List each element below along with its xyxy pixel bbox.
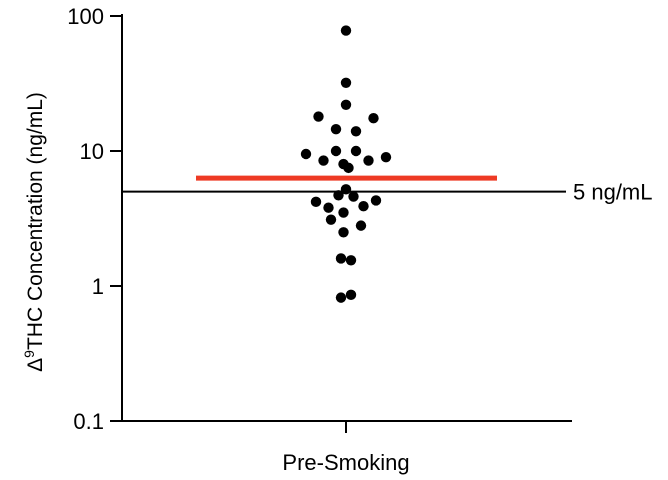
data-point (333, 190, 344, 201)
data-point (368, 112, 379, 124)
data-point (370, 195, 382, 206)
data-point (340, 184, 352, 195)
data-point (325, 214, 337, 225)
y-tick-label: 100 (67, 4, 104, 29)
data-point (330, 145, 342, 157)
data-point (335, 292, 347, 303)
data-point (355, 220, 367, 231)
data-point (350, 145, 362, 157)
y-axis-label-superscript: 9 (21, 350, 37, 358)
data-point (350, 126, 362, 137)
data-point (313, 111, 324, 122)
y-axis-label-text: THC Concentration (ng/mL) (24, 92, 47, 350)
x-category-label: Pre-Smoking (282, 450, 409, 475)
data-point (340, 99, 352, 110)
data-point (345, 255, 357, 266)
y-tick-label: 10 (80, 139, 104, 164)
data-point (323, 202, 334, 213)
data-point (363, 155, 374, 166)
y-axis-label: Δ9THC Concentration (ng/mL) (21, 92, 47, 372)
y-tick-label: 0.1 (73, 409, 104, 434)
y-tick-label: 1 (92, 274, 104, 299)
data-point (338, 227, 349, 238)
data-point (338, 207, 349, 218)
plot-area: 5 ng/mL (122, 25, 653, 303)
data-point (310, 196, 322, 208)
data-point (358, 201, 369, 212)
data-point (300, 148, 312, 160)
data-point (345, 289, 357, 301)
data-point (330, 124, 342, 135)
data-point (343, 162, 354, 174)
data-point (340, 25, 352, 36)
y-axis-label-prefix: Δ (24, 358, 47, 372)
data-point (348, 191, 359, 202)
reference-line-label: 5 ng/mL (573, 180, 653, 205)
data-point (340, 77, 352, 89)
data-point (318, 155, 329, 166)
data-point (380, 151, 392, 163)
data-point (335, 253, 347, 264)
y-ticks: 0.1 1 10 100 (67, 4, 122, 434)
